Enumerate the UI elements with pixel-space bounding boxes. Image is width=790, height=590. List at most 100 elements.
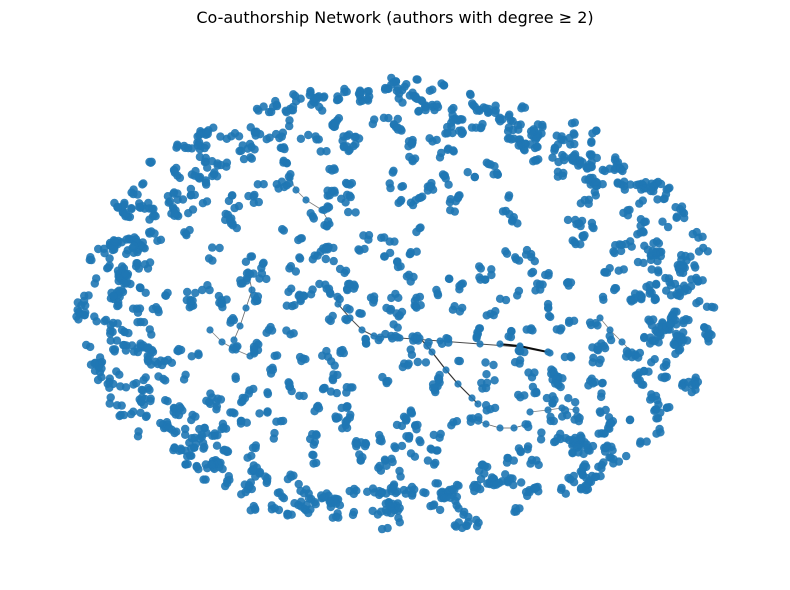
author-node [294, 479, 303, 489]
author-node [114, 301, 123, 310]
author-node [650, 355, 659, 364]
author-node [416, 334, 424, 342]
author-node [425, 86, 434, 96]
author-node [187, 352, 196, 361]
author-node [394, 312, 403, 321]
author-node [376, 333, 385, 342]
author-node [185, 438, 194, 447]
author-node [344, 207, 353, 217]
author-node [638, 227, 648, 236]
author-node [528, 267, 538, 277]
author-node [285, 382, 294, 391]
author-node [589, 223, 598, 233]
author-node [598, 378, 607, 388]
author-node [342, 403, 351, 412]
author-node [396, 472, 405, 481]
author-node [513, 219, 522, 228]
author-node [450, 302, 459, 311]
author-node [282, 158, 291, 168]
author-node [472, 333, 481, 343]
author-node [423, 341, 432, 350]
author-node [587, 150, 596, 159]
author-node [285, 121, 294, 131]
author-node [583, 164, 592, 173]
author-node [671, 203, 680, 212]
author-node [520, 146, 529, 155]
author-node [650, 295, 659, 305]
author-node [120, 210, 130, 219]
author-node [478, 119, 487, 129]
author-node [648, 246, 657, 256]
author-node [285, 264, 294, 273]
author-node [110, 345, 120, 354]
author-node [524, 420, 532, 428]
author-node [308, 212, 317, 221]
author-node [185, 451, 195, 460]
author-node [614, 266, 623, 275]
author-node [385, 179, 394, 188]
author-node [208, 431, 217, 440]
author-node [412, 247, 421, 256]
author-node [310, 407, 319, 416]
author-node [113, 203, 123, 212]
author-node [593, 346, 603, 355]
author-node [611, 153, 620, 162]
author-node [296, 134, 306, 143]
author-node [514, 256, 524, 265]
author-node [709, 303, 719, 312]
author-node [86, 342, 95, 352]
author-node [267, 501, 276, 510]
author-node [143, 264, 153, 273]
author-node [531, 286, 540, 295]
author-node [663, 222, 673, 232]
author-node [475, 262, 484, 271]
author-node [606, 418, 615, 427]
author-node [388, 484, 397, 494]
author-node [413, 357, 422, 367]
author-node [194, 173, 203, 182]
author-node [406, 249, 415, 258]
author-node [434, 374, 444, 384]
author-node [284, 287, 293, 297]
author-node [280, 144, 289, 154]
author-node [312, 458, 321, 468]
author-node [421, 105, 430, 115]
author-node [250, 504, 260, 513]
author-node [620, 185, 629, 194]
author-node [563, 278, 573, 287]
author-node [247, 484, 256, 494]
author-node [321, 254, 330, 264]
author-node [179, 375, 189, 384]
author-node [356, 87, 365, 97]
author-node [514, 141, 523, 150]
author-node [206, 326, 214, 334]
author-node [271, 129, 281, 139]
author-node [510, 424, 518, 432]
author-node [532, 133, 541, 142]
author-node [636, 439, 645, 448]
author-node [480, 462, 489, 471]
author-node [455, 356, 464, 366]
author-node [554, 157, 563, 167]
author-node [393, 84, 403, 93]
author-node [236, 279, 246, 288]
author-node [412, 425, 421, 434]
author-node [247, 142, 256, 152]
author-node [192, 462, 201, 472]
author-node [442, 366, 450, 374]
author-node [126, 409, 136, 419]
author-node [588, 358, 597, 367]
author-node [530, 484, 539, 493]
author-node [408, 138, 417, 147]
author-node [132, 259, 141, 268]
author-node [387, 331, 396, 341]
author-node [640, 367, 649, 376]
author-node [222, 295, 231, 304]
author-node [275, 488, 284, 497]
author-node [406, 198, 416, 207]
author-node [179, 141, 189, 151]
author-node [181, 424, 190, 434]
author-node [295, 253, 304, 262]
author-node [358, 453, 367, 462]
